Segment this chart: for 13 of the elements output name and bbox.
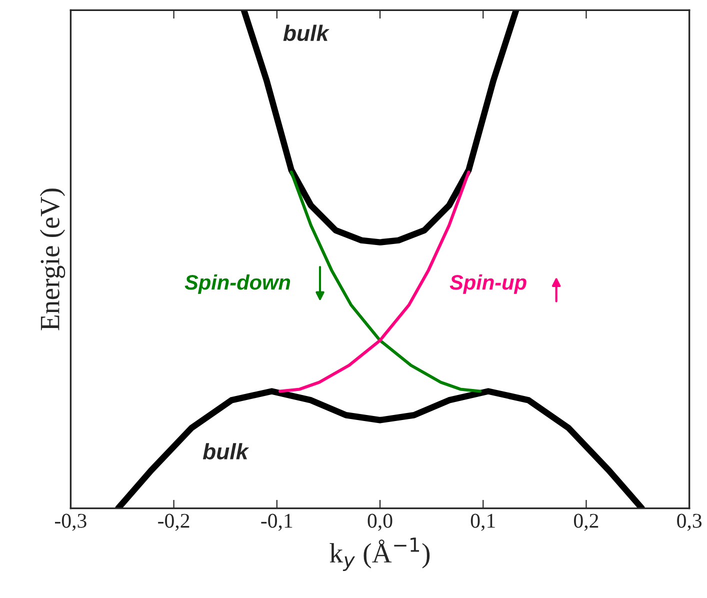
- x-tick-label: -0,2: [158, 514, 190, 531]
- x-tick-label: 0,3: [677, 514, 702, 531]
- legend-label: Spin-up: [450, 274, 526, 294]
- annotation: bulk: [202, 443, 250, 460]
- x-tick-label: 0,1: [470, 514, 495, 531]
- x-tick-label: -0,1: [261, 514, 292, 531]
- legend-label: Spin-down: [184, 274, 290, 294]
- y-axis-title: Energie (eV): [40, 188, 66, 330]
- x-axis-title: k$_{y}$ (Å$^{−1}$): [330, 538, 430, 572]
- annotation: bulk: [283, 24, 330, 42]
- x-tick-label: -0,3: [54, 514, 86, 531]
- x-tick-label: 0,0: [368, 514, 392, 531]
- x-tick-label: 0,2: [574, 514, 598, 531]
